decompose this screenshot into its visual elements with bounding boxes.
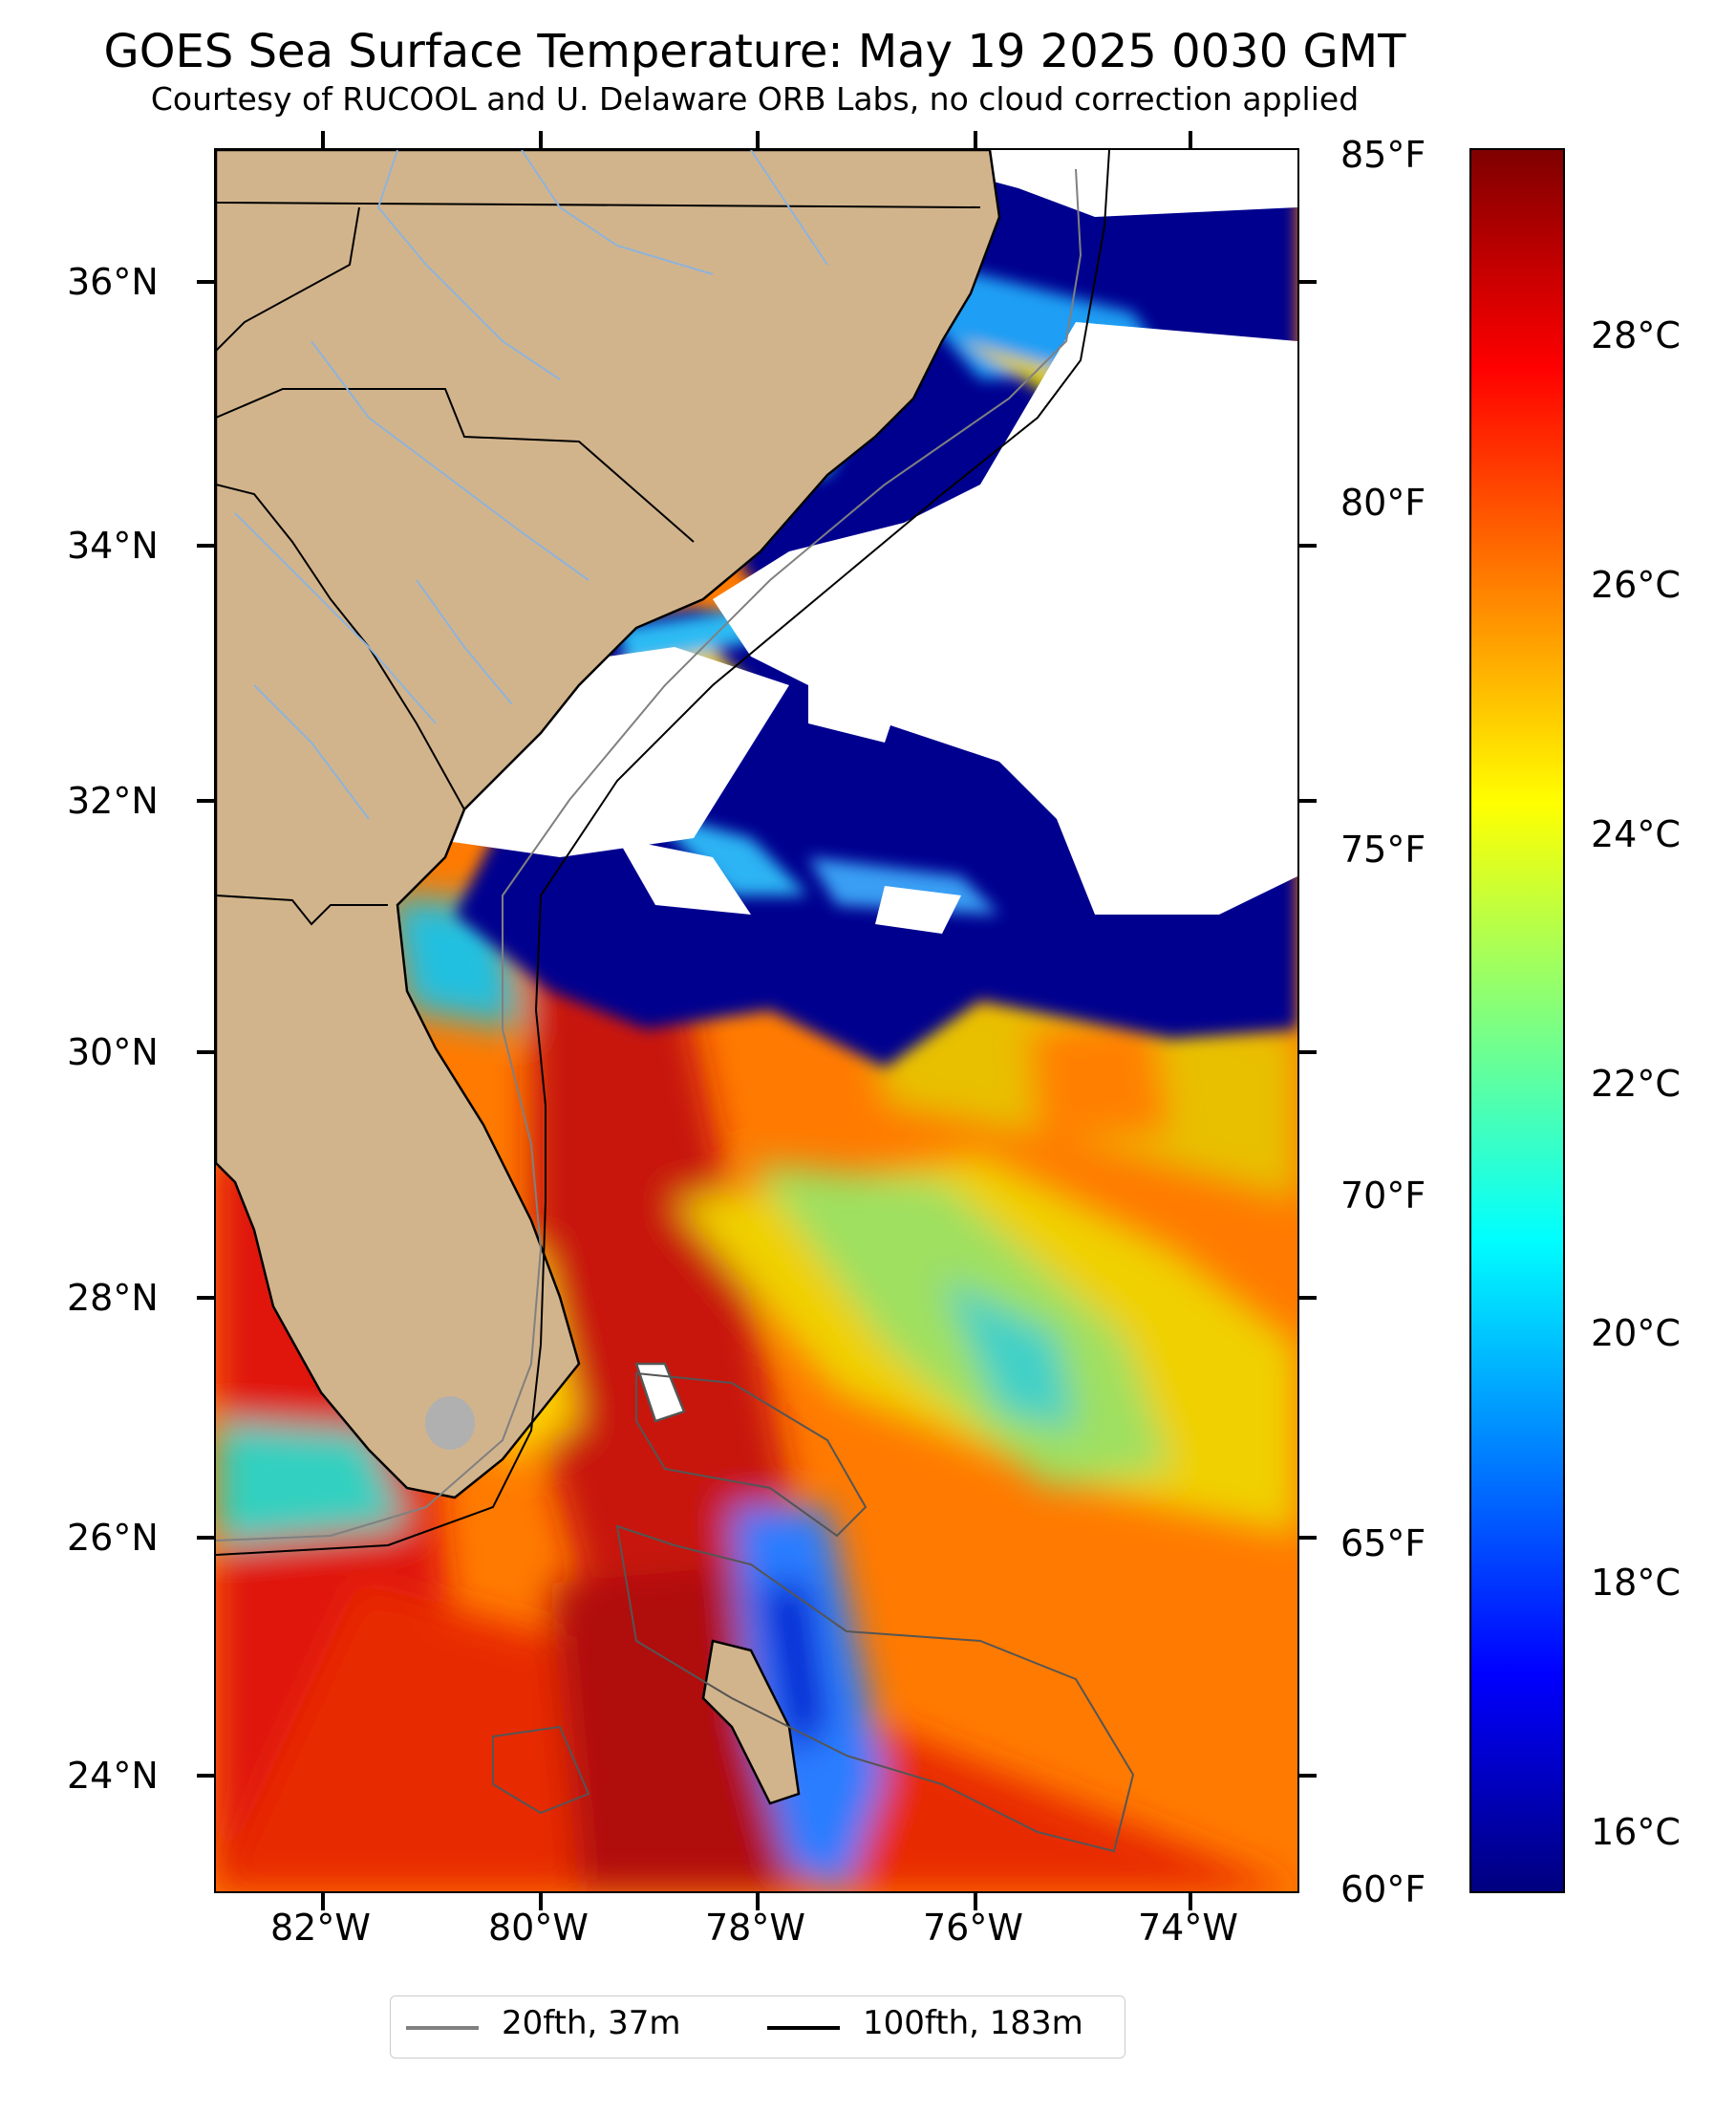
tick	[1299, 1296, 1317, 1300]
tick	[756, 1893, 760, 1910]
tick	[197, 1774, 214, 1778]
lon-tick-label: 80°W	[488, 1907, 589, 1949]
lat-tick-label: 36°N	[67, 261, 159, 303]
fahrenheit-label: 65°F	[1340, 1522, 1426, 1564]
fahrenheit-label: 70°F	[1340, 1175, 1426, 1217]
sst-map	[214, 148, 1299, 1893]
rivers	[234, 150, 828, 820]
state-borders	[216, 202, 981, 926]
lon-tick-label: 78°W	[705, 1907, 805, 1949]
tick	[974, 131, 977, 148]
legend-label-100fth: 100fth, 183m	[863, 2004, 1083, 2042]
legend-swatch-20fth	[406, 2026, 479, 2030]
celsius-label: 24°C	[1591, 813, 1681, 855]
isobath-legend: 20fth, 37m 100fth, 183m	[390, 1995, 1125, 2059]
tick	[321, 131, 325, 148]
temperature-colorbar	[1469, 148, 1565, 1893]
tick	[197, 799, 214, 803]
fahrenheit-label: 60°F	[1340, 1868, 1426, 1910]
map-subtitle: Courtesy of RUCOOL and U. Delaware ORB L…	[150, 80, 1360, 118]
land	[216, 150, 1001, 1805]
tick	[321, 1893, 325, 1910]
tick	[539, 131, 543, 148]
lon-tick-label: 76°W	[923, 1907, 1023, 1949]
lon-tick-label: 74°W	[1138, 1907, 1238, 1949]
tick	[1189, 131, 1192, 148]
tick	[197, 1050, 214, 1054]
lat-tick-label: 24°N	[67, 1755, 159, 1797]
legend-label-20fth: 20fth, 37m	[502, 2004, 681, 2042]
tick	[974, 1893, 977, 1910]
lat-tick-label: 34°N	[67, 525, 159, 567]
tick	[1189, 1893, 1192, 1910]
tick	[1299, 1536, 1317, 1540]
tick	[197, 1536, 214, 1540]
lake-okeechobee	[425, 1396, 475, 1450]
fahrenheit-label: 75°F	[1340, 829, 1426, 871]
fahrenheit-label: 85°F	[1340, 134, 1426, 176]
isobath-20fth	[216, 168, 1082, 1542]
tick	[756, 131, 760, 148]
celsius-label: 20°C	[1591, 1312, 1681, 1354]
tick	[1299, 280, 1317, 284]
sst-map-canvas	[216, 150, 1297, 1891]
fahrenheit-label: 80°F	[1340, 482, 1426, 524]
celsius-label: 22°C	[1591, 1063, 1681, 1105]
lon-tick-label: 82°W	[270, 1907, 371, 1949]
tick	[539, 1893, 543, 1910]
legend-swatch-100fth	[767, 2026, 840, 2030]
map-title: GOES Sea Surface Temperature: May 19 202…	[103, 25, 1406, 78]
celsius-label: 28°C	[1591, 314, 1681, 356]
tick	[197, 544, 214, 548]
tick	[197, 1296, 214, 1300]
celsius-label: 26°C	[1591, 564, 1681, 606]
lat-tick-label: 28°N	[67, 1277, 159, 1319]
celsius-label: 16°C	[1591, 1811, 1681, 1853]
tick	[1299, 1774, 1317, 1778]
celsius-label: 18°C	[1591, 1562, 1681, 1604]
tick	[197, 280, 214, 284]
lat-tick-label: 26°N	[67, 1517, 159, 1559]
tick	[1299, 544, 1317, 548]
isobath-100fth	[216, 150, 1110, 1556]
lat-tick-label: 32°N	[67, 780, 159, 822]
tick	[1299, 1050, 1317, 1054]
tick	[1299, 799, 1317, 803]
lat-tick-label: 30°N	[67, 1031, 159, 1073]
